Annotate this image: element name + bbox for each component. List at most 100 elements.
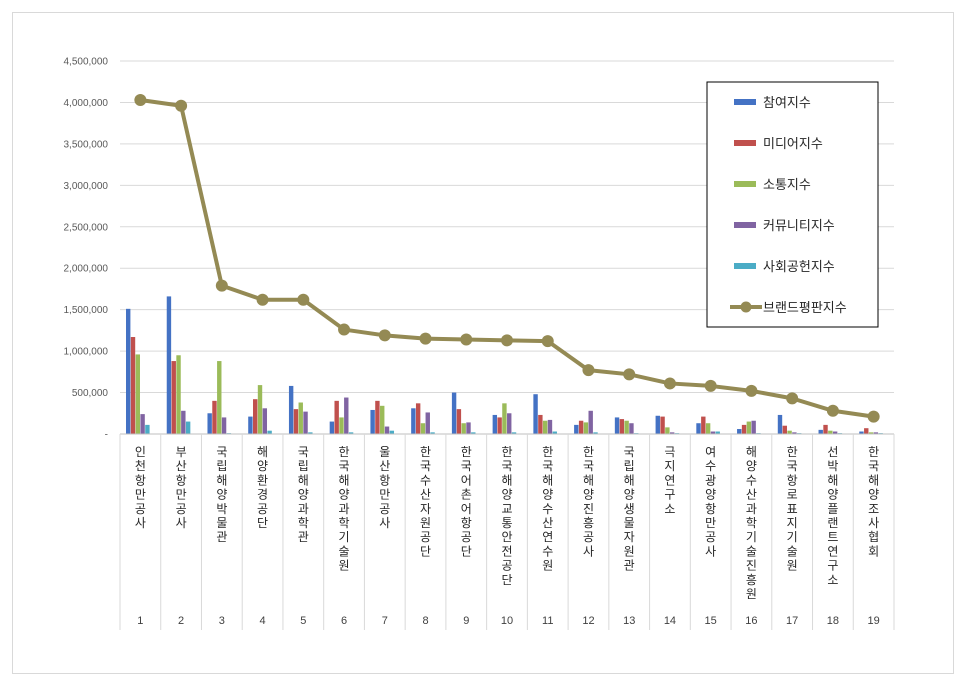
bar <box>538 414 543 434</box>
bar <box>588 410 593 434</box>
bar <box>792 432 797 434</box>
category-index-label: 14 <box>664 615 676 627</box>
bar <box>751 420 756 434</box>
line-point <box>460 333 473 346</box>
category-index-label: 12 <box>582 615 594 627</box>
line-point <box>745 384 758 397</box>
line-point <box>297 293 310 306</box>
bar <box>818 429 823 434</box>
bar <box>420 423 426 434</box>
bar <box>696 423 701 434</box>
line-point <box>582 364 595 377</box>
line-point <box>215 279 228 292</box>
legend-label: 커뮤니티지수 <box>763 218 835 233</box>
category-index-label: 15 <box>705 615 717 627</box>
bar <box>868 432 874 434</box>
y-tick-label: 3,500,000 <box>64 139 109 150</box>
bar <box>507 413 512 434</box>
bar <box>705 423 711 434</box>
bar <box>859 431 864 434</box>
bar <box>288 385 294 434</box>
bar <box>746 421 752 434</box>
bar <box>542 420 548 434</box>
bar <box>471 432 476 434</box>
category-index-label: 4 <box>260 615 266 627</box>
bars <box>126 296 883 434</box>
line-point <box>134 93 147 106</box>
category-index-label: 2 <box>178 615 184 627</box>
category-index-label: 6 <box>341 615 347 627</box>
line-point <box>378 329 391 342</box>
y-axis-tick-labels: - 500,000 1,000,000 1,500,000 2,000,000 2,500… <box>64 57 109 441</box>
line-point <box>256 293 269 306</box>
bar <box>176 355 181 434</box>
bar <box>253 399 258 434</box>
category-index-label: 10 <box>501 615 513 627</box>
category-index-label: 13 <box>623 615 635 627</box>
bar <box>461 423 466 434</box>
legend-swatch <box>734 181 756 187</box>
bar <box>823 424 828 434</box>
bar <box>185 421 191 434</box>
bar <box>502 403 507 434</box>
bar <box>629 423 634 434</box>
legend-label: 소통지수 <box>763 177 811 192</box>
bar <box>655 415 660 434</box>
bar <box>130 337 136 434</box>
legend-label: 참여지수 <box>763 95 811 110</box>
bar <box>466 422 471 434</box>
bar <box>492 414 498 434</box>
bar <box>710 431 716 434</box>
bar <box>624 420 629 434</box>
line-point <box>501 334 513 347</box>
category-index-label: 5 <box>300 615 306 627</box>
y-tick-label: 2,000,000 <box>64 264 109 275</box>
bar <box>221 417 227 434</box>
bar <box>126 308 131 434</box>
bar <box>574 424 579 434</box>
legend-swatch <box>734 263 756 269</box>
bar <box>217 361 222 434</box>
bar <box>782 425 787 434</box>
line-point <box>704 379 717 392</box>
bar <box>832 431 838 434</box>
bar <box>552 431 557 434</box>
category-index-label: 9 <box>463 615 469 627</box>
bar <box>248 416 253 434</box>
bar <box>864 428 869 434</box>
bar <box>384 426 390 434</box>
category-index-label: 7 <box>382 615 388 627</box>
bar <box>511 432 517 434</box>
bar <box>145 424 150 434</box>
bar <box>425 412 430 434</box>
bar <box>212 400 217 434</box>
bar <box>339 417 344 434</box>
category-index-label: 3 <box>219 615 225 627</box>
line-point <box>175 99 188 112</box>
category-index-label: 18 <box>827 615 839 627</box>
bar <box>619 419 625 434</box>
category-index-label: 1 <box>137 615 143 627</box>
bar <box>171 361 176 434</box>
y-tick-label: 4,500,000 <box>64 57 109 68</box>
bar <box>135 354 140 434</box>
bar <box>140 414 145 434</box>
bar <box>334 400 339 434</box>
bar <box>614 417 620 434</box>
line-point <box>419 332 432 345</box>
category-index-label: 17 <box>786 615 798 627</box>
bar <box>451 392 457 434</box>
